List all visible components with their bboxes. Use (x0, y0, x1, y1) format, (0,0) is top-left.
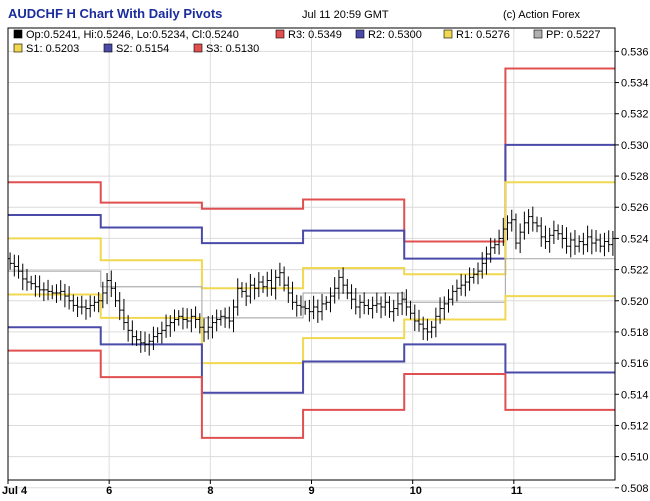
chart-title: AUDCHF H Chart With Daily Pivots (8, 6, 223, 21)
grid-layer (8, 28, 615, 489)
chart-credit: (c) Action Forex (503, 9, 581, 21)
x-tick-label: 6 (106, 485, 112, 497)
chart-timestamp: Jul 11 20:59 GMT (302, 9, 389, 21)
y-tick-label: 0.530 (621, 140, 649, 152)
legend-swatch-ohlc (13, 29, 23, 39)
legend: Op:0.5241, Hi:0.5246, Lo:0.5234, Cl:0.52… (13, 29, 600, 55)
y-tick-label: 0.512 (621, 420, 649, 432)
legend-label-r1: R1: 0.5276 (456, 29, 510, 41)
y-tick-label: 0.508 (621, 483, 649, 495)
y-tick-label: 0.520 (621, 296, 649, 308)
plot-frame (7, 27, 616, 481)
x-tick-label: Jul 4 (2, 485, 28, 497)
y-tick-label: 0.518 (621, 327, 649, 339)
y-tick-label: 0.510 (621, 452, 649, 464)
pivot-line-pp (8, 258, 615, 319)
x-tick-label: 8 (207, 485, 213, 497)
pivot-line-s1 (8, 293, 615, 365)
y-tick-label: 0.514 (621, 389, 649, 401)
legend-label-s2: S2: 0.5154 (116, 43, 169, 55)
price-bars-layer (8, 206, 615, 356)
x-tick-label: 9 (309, 485, 315, 497)
y-tick-label: 0.526 (621, 202, 649, 214)
legend-swatch-s2 (103, 43, 113, 53)
legend-swatch-r1 (443, 29, 453, 39)
legend-swatch-s1 (13, 43, 23, 53)
legend-label-s1: S1: 0.5203 (26, 43, 79, 55)
y-tick-label: 0.522 (621, 265, 649, 277)
x-axis: Jul 4 6 8 9 10 11 (2, 480, 522, 497)
legend-label-s3: S3: 0.5130 (206, 43, 259, 55)
y-axis: 0.508 0.510 0.512 0.514 0.516 0.518 0.520 0.522… (615, 46, 649, 495)
y-tick-label: 0.528 (621, 171, 649, 183)
legend-swatch-r2 (355, 29, 365, 39)
x-tick-label: 11 (511, 485, 523, 497)
pivot-lines-layer (8, 67, 615, 439)
legend-label-pp: PP: 0.5227 (546, 29, 600, 41)
y-tick-label: 0.516 (621, 358, 649, 370)
legend-swatch-pp (533, 29, 543, 39)
y-tick-label: 0.524 (621, 233, 649, 245)
legend-label-r3: R3: 0.5349 (288, 29, 342, 41)
x-tick-label: 10 (410, 485, 422, 497)
legend-label-ohlc: Op:0.5241, Hi:0.5246, Lo:0.5234, Cl:0.52… (26, 29, 239, 41)
y-tick-label: 0.532 (621, 109, 649, 121)
y-tick-label: 0.534 (621, 78, 649, 90)
pivot-line-s2 (8, 326, 615, 394)
y-tick-label: 0.536 (621, 46, 649, 58)
legend-swatch-s3 (193, 43, 203, 53)
pivot-line-s3 (8, 349, 615, 439)
legend-label-r2: R2: 0.5300 (368, 29, 422, 41)
legend-swatch-r3 (275, 29, 285, 39)
